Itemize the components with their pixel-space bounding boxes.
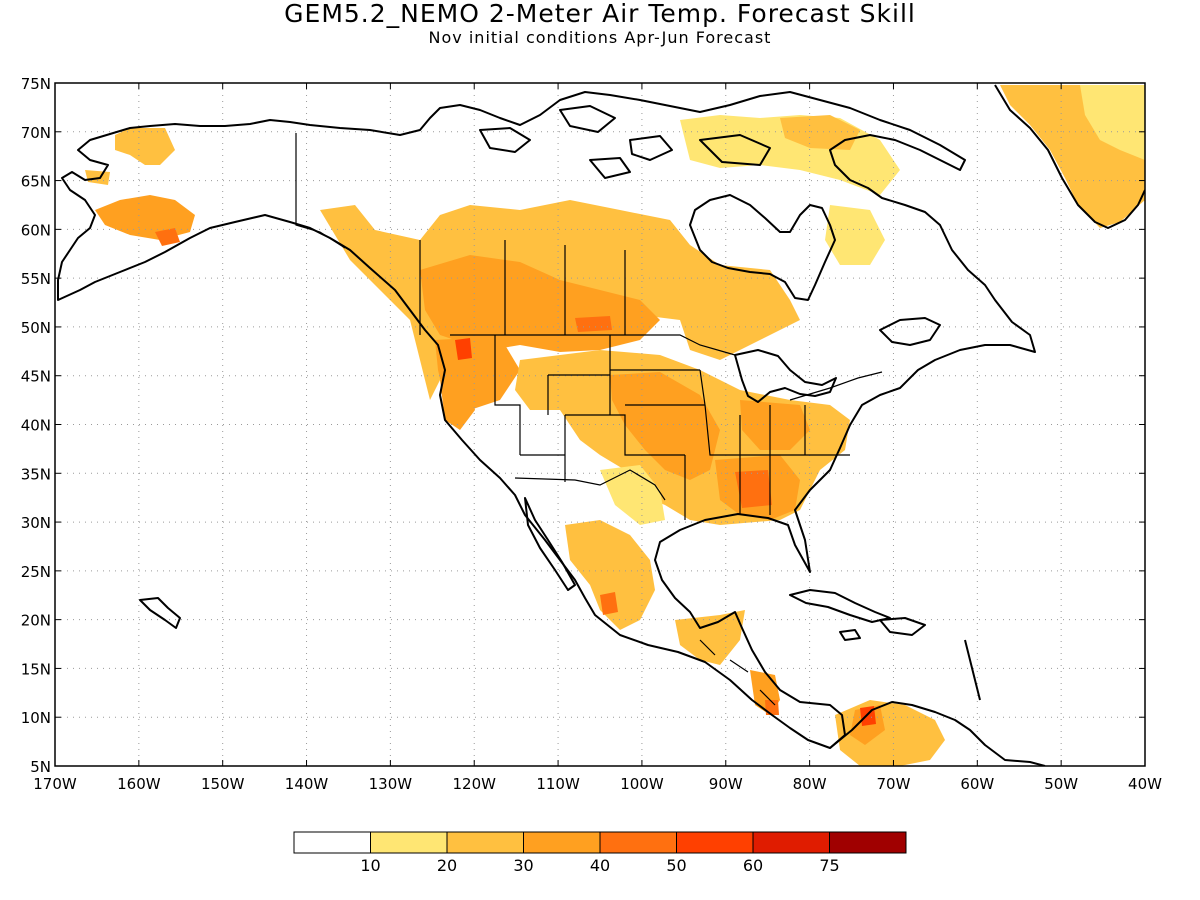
colorbar-label: 20 xyxy=(437,856,457,875)
lon-tick-label: 170W xyxy=(33,775,77,793)
coastline-arctic-islands-4 xyxy=(699,134,771,166)
colorbar-swatch xyxy=(523,831,601,854)
skill-region-midwest xyxy=(610,372,720,480)
lat-tick-label: 50N xyxy=(21,319,51,337)
coastline-gulf-st-lawrence xyxy=(879,317,941,346)
lat-tick-label: 15N xyxy=(21,660,51,678)
lat-tick-label: 10N xyxy=(21,709,51,727)
coastline-jamaica xyxy=(839,629,861,641)
colorbar-label: 30 xyxy=(513,856,533,875)
colorbar-label: 75 xyxy=(819,856,839,875)
boundary-us-states xyxy=(494,335,850,520)
lon-tick-label: 100W xyxy=(620,775,664,793)
lon-tick-label: 90W xyxy=(709,775,743,793)
coastline-greenland xyxy=(994,84,1145,229)
lon-tick-label: 130W xyxy=(369,775,413,793)
colorbar-swatch xyxy=(676,831,754,854)
latitude-labels: 75N 70N 65N 60N 55N 50N 45N 40N 35N 30N 25N 20N 15N 1… xyxy=(21,75,1145,776)
coastline-hawaii xyxy=(139,597,181,629)
lon-tick-label: 50W xyxy=(1044,775,1078,793)
lat-tick-label: 25N xyxy=(21,563,51,581)
lon-tick-label: 160W xyxy=(117,775,161,793)
political-boundaries xyxy=(295,133,883,706)
colorbar-swatch xyxy=(370,831,448,854)
boundary-canadian-provinces xyxy=(419,240,626,335)
coastline-cuba xyxy=(789,589,891,623)
map-title: GEM5.2_NEMO 2-Meter Air Temp. Forecast S… xyxy=(284,0,916,28)
coastline-lesser-antilles xyxy=(964,639,981,701)
skill-region-mexico-light xyxy=(600,465,665,525)
lon-tick-label: 80W xyxy=(793,775,827,793)
colorbar-label: 40 xyxy=(590,856,610,875)
colorbar-label: 10 xyxy=(360,856,380,875)
lat-tick-label: 30N xyxy=(21,514,51,532)
coastline-arctic-islands-3 xyxy=(629,135,673,161)
colorbar-swatch xyxy=(446,831,524,854)
lat-tick-label: 70N xyxy=(21,124,51,142)
lat-tick-label: 20N xyxy=(21,612,51,630)
colorbar-label: 50 xyxy=(666,856,686,875)
skill-region-california xyxy=(440,380,475,430)
coastline-arctic-islands-2 xyxy=(559,105,616,133)
skill-region-southeast-core xyxy=(735,470,772,508)
coastline-arctic-islands-1 xyxy=(479,127,531,153)
skill-region-montana-hotspot xyxy=(575,316,612,332)
boundary-central-america xyxy=(699,639,776,706)
lon-tick-label: 120W xyxy=(452,775,496,793)
lat-tick-label: 75N xyxy=(21,75,51,93)
skill-region-alaska-south xyxy=(95,195,195,240)
colorbar-swatch xyxy=(829,831,907,854)
boundary-alaska-canada xyxy=(295,133,346,249)
lat-tick-label: 35N xyxy=(21,465,51,483)
skill-region-quebec xyxy=(825,205,885,265)
lon-tick-label: 70W xyxy=(877,775,911,793)
skill-region-greenland-light xyxy=(1080,85,1145,160)
coastlines xyxy=(57,84,1145,766)
lon-tick-label: 60W xyxy=(960,775,994,793)
lon-tick-label: 150W xyxy=(201,775,245,793)
lat-tick-label: 45N xyxy=(21,368,51,386)
skill-region-pacific-nw-hotspot xyxy=(455,338,472,360)
lat-tick-label: 65N xyxy=(21,173,51,191)
skill-shading xyxy=(85,85,1145,766)
lat-tick-label: 40N xyxy=(21,417,51,435)
skill-region-mexico xyxy=(565,520,655,630)
coastline-baja xyxy=(524,497,576,591)
colorbar: 10 20 30 40 50 60 75 xyxy=(293,831,907,875)
map-subtitle: Nov initial conditions Apr-Jun Forecast xyxy=(428,28,772,47)
skill-region-alaska-hotspot xyxy=(155,228,180,246)
longitude-labels: 170W 160W 150W 140W 130W 120W 110W 100W 90W 80W 70… xyxy=(33,83,1162,793)
lon-tick-label: 140W xyxy=(285,775,329,793)
skill-region-central-america xyxy=(675,610,745,665)
coastline-north-america xyxy=(57,91,1036,749)
coastline-arctic-islands-5 xyxy=(589,157,631,179)
coastline-hudson-bay xyxy=(689,194,836,301)
colorbar-swatch xyxy=(752,831,830,854)
lon-tick-label: 110W xyxy=(536,775,580,793)
colorbar-swatch xyxy=(599,831,677,854)
skill-region-alaska-north xyxy=(115,128,175,165)
lon-tick-label: 40W xyxy=(1128,775,1162,793)
lat-tick-label: 55N xyxy=(21,270,51,288)
coastline-great-lakes xyxy=(734,349,837,403)
coastline-hispaniola xyxy=(879,617,926,636)
lat-tick-label: 5N xyxy=(30,758,51,776)
skill-region-baffin-orange xyxy=(780,115,860,150)
colorbar-label: 60 xyxy=(743,856,763,875)
skill-region-mexico-hotspot xyxy=(600,592,618,615)
coastline-south-america xyxy=(829,701,1046,766)
colorbar-swatch xyxy=(293,831,371,854)
lat-tick-label: 60N xyxy=(21,221,51,239)
